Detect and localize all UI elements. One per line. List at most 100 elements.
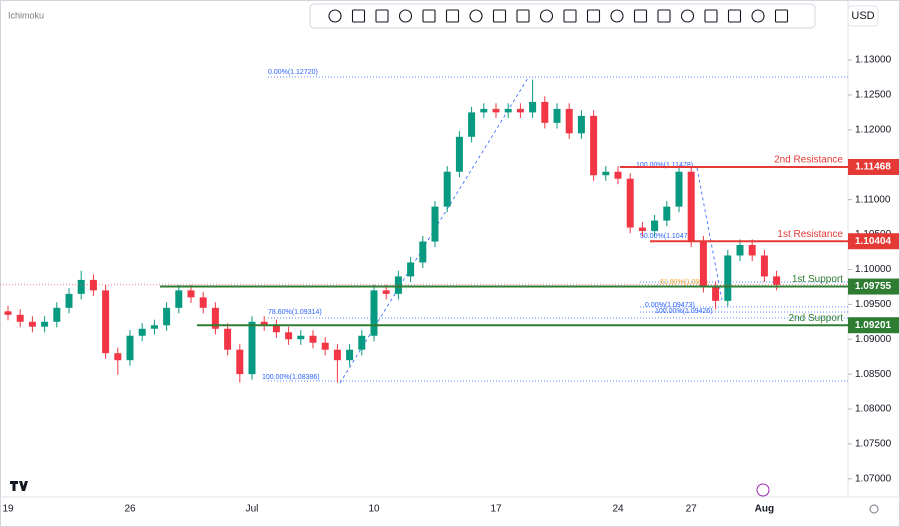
y-tick-label: 1.11000	[855, 194, 891, 205]
candle-body	[260, 321, 268, 326]
candle-body	[138, 328, 146, 336]
candle-body	[382, 290, 390, 294]
candle-body	[370, 290, 378, 336]
tool-icon	[680, 9, 695, 23]
tool-icon	[586, 9, 601, 23]
candle-body	[504, 108, 512, 113]
level-name: 2nd Resistance	[774, 155, 843, 166]
y-tick-label: 1.09000	[855, 334, 892, 345]
candle-body	[748, 245, 756, 256]
level-name: 1st Support	[792, 274, 843, 285]
candle-body	[638, 227, 646, 232]
candle-body	[16, 314, 24, 322]
candle-body	[4, 311, 12, 315]
candle-body	[102, 290, 110, 354]
fib-label: 61.80%(1.09...)	[660, 279, 708, 286]
settings-icon[interactable]	[869, 504, 879, 514]
x-tick-label: 27	[686, 504, 698, 515]
candle-body	[163, 307, 171, 326]
price-tag	[848, 233, 899, 250]
tool-icon	[351, 9, 366, 23]
candle-body	[199, 297, 207, 308]
candle-body	[699, 241, 707, 287]
tool-icon	[563, 9, 577, 23]
price-tag-label: 1.09201	[855, 320, 892, 331]
candle-body	[529, 101, 537, 113]
tool-icon	[469, 9, 483, 23]
candle-body	[65, 293, 73, 308]
candle-body	[236, 349, 244, 375]
candle-body	[431, 206, 439, 242]
candle-body	[614, 171, 622, 179]
price-tag-label: 1.10404	[855, 236, 892, 247]
fib-label: 78.60%(1.09314)	[268, 309, 322, 316]
currency[interactable]: USD	[851, 10, 874, 22]
price-tag-label: 1.09755	[855, 281, 892, 292]
level-name: 1st Resistance	[777, 229, 843, 240]
candle-body	[126, 335, 134, 361]
fib-label: 100.00%(1.08386)	[262, 374, 320, 381]
candle-body	[455, 136, 463, 172]
x-tick-label: Aug	[755, 504, 774, 515]
logo	[10, 481, 28, 491]
candle-body	[480, 108, 488, 113]
candle-body	[150, 325, 158, 329]
candle-body	[285, 332, 293, 340]
candle-body	[663, 206, 671, 221]
candle-body	[248, 321, 256, 375]
fib-label: 100.00%(1.11478)	[636, 162, 693, 169]
y-tick-label: 1.12000	[855, 124, 892, 135]
y-tick-label: 1.08500	[855, 369, 892, 380]
x-tick-label: 26	[124, 504, 136, 515]
candle-body	[443, 171, 451, 207]
tool-icon	[774, 9, 789, 23]
price-tag	[848, 317, 899, 334]
candle-body	[175, 290, 183, 308]
candle-body	[211, 307, 219, 329]
candle-body	[712, 286, 720, 301]
y-tick-label: 1.07500	[855, 439, 892, 450]
toolbar[interactable]	[309, 3, 816, 29]
candle-body	[590, 115, 598, 176]
candle-body	[736, 245, 744, 256]
level-name: 2nd Support	[789, 313, 844, 324]
y-tick-label: 1.13000	[855, 55, 892, 66]
candle-body	[651, 220, 659, 232]
candle-body	[565, 108, 573, 134]
price-tag	[848, 278, 899, 295]
tool-icon	[445, 9, 460, 23]
tool-icon	[704, 9, 718, 23]
tool-icon	[422, 9, 436, 23]
toolbar-box	[309, 3, 816, 29]
tool-icon	[398, 9, 413, 23]
x-tick-label: Jul	[246, 504, 259, 515]
candle-body	[297, 335, 305, 340]
candle-body	[28, 321, 36, 327]
currency-box[interactable]	[847, 5, 879, 27]
tool-icon	[633, 9, 648, 23]
event-icon[interactable]	[756, 483, 770, 497]
candle-body	[333, 349, 341, 361]
tool-icon	[610, 9, 624, 23]
candle-body	[553, 108, 561, 123]
tool-icon	[727, 9, 742, 23]
candle-body	[53, 307, 61, 322]
candle-body	[760, 255, 768, 277]
candle-body	[516, 108, 524, 113]
candle-body	[407, 262, 415, 277]
candle-body	[626, 178, 634, 228]
fib-trend	[696, 167, 723, 301]
tool-icon	[328, 9, 342, 23]
tool-icon	[492, 9, 507, 23]
candle-body	[419, 241, 427, 263]
x-tick-label: 19	[2, 504, 14, 515]
candle-body	[187, 290, 195, 298]
candle-body	[577, 115, 585, 134]
fib-label: 0.00%(1.12720)	[268, 69, 318, 76]
candle-body	[492, 108, 500, 113]
candle-body	[675, 171, 683, 207]
y-tick-label: 1.09500	[855, 299, 892, 310]
tool-icon	[375, 9, 389, 23]
x-tick-label: 24	[612, 504, 624, 515]
